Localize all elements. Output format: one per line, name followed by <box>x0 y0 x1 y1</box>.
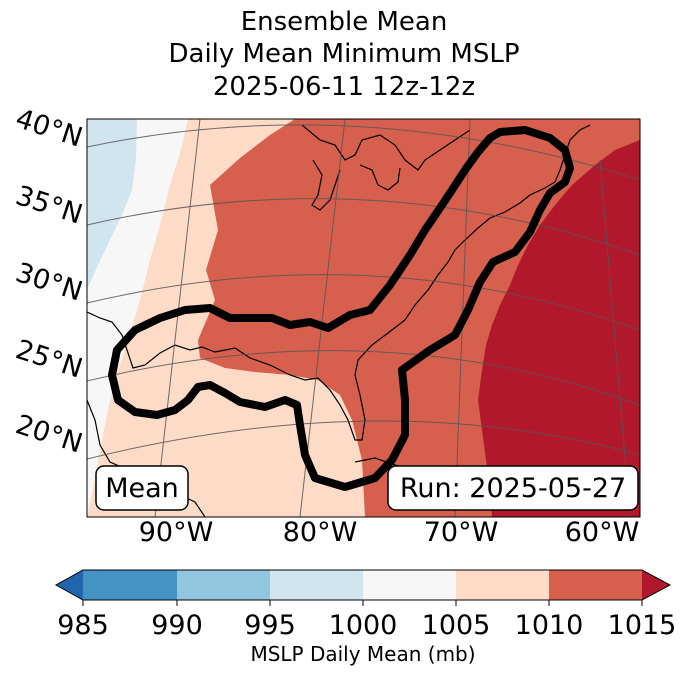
longitude-labels: 90°W 80°W 70°W 60°W <box>139 517 640 548</box>
lat-label: 40°N <box>12 103 86 154</box>
colorbar-label: MSLP Daily Mean (mb) <box>250 642 475 666</box>
left-label-box: Mean <box>95 465 189 511</box>
colorbar-extension-min <box>56 570 83 600</box>
colorbar-tick-label: 990 <box>151 610 203 641</box>
region-1000-1005 <box>87 119 188 517</box>
lon-label: 60°W <box>565 517 640 548</box>
title-line-3: 2025-06-11 12z-12z <box>212 72 476 102</box>
colorbar-tick-label: 1005 <box>422 610 491 641</box>
lat-label: 35°N <box>12 180 86 231</box>
lat-label: 25°N <box>12 334 86 385</box>
left-label-text: Mean <box>105 473 179 504</box>
region-995-1000 <box>87 119 137 290</box>
map-panel: Mean Run: 2025-05-27 <box>87 119 640 517</box>
colorbar-ticks <box>82 600 643 606</box>
colorbar-segment <box>177 570 270 600</box>
colorbar-extension-max <box>642 570 670 600</box>
run-label-box: Run: 2025-05-27 <box>387 465 639 511</box>
lon-label: 90°W <box>139 517 214 548</box>
region-outline <box>108 126 574 491</box>
colorbar-segment <box>83 570 177 600</box>
colorbar-tick-label: 985 <box>57 610 109 641</box>
lat-label: 20°N <box>12 409 86 460</box>
title-line-1: Ensemble Mean <box>240 7 448 37</box>
lon-label: 80°W <box>283 517 358 548</box>
colorbar-segment <box>270 570 363 600</box>
title-line-2: Daily Mean Minimum MSLP <box>168 39 520 69</box>
map-frame <box>86 118 641 518</box>
region-1015-plus <box>478 140 640 517</box>
colorbar-tick-label: 995 <box>244 610 296 641</box>
colorbar-segment <box>456 570 549 600</box>
lon-label: 70°W <box>424 517 499 548</box>
lat-label: 30°N <box>12 257 86 308</box>
colorbar-segment <box>549 570 642 600</box>
colorbar-tick-label: 1010 <box>515 610 584 641</box>
latitude-labels: 40°N 35°N 30°N 25°N 20°N <box>12 103 86 460</box>
run-label-text: Run: 2025-05-27 <box>400 473 626 504</box>
colorbar: 985 990 995 1000 1005 1010 1015 MSLP Dai… <box>54 569 677 666</box>
colorbar-tick-label: 1015 <box>608 610 677 641</box>
colorbar-tick-label: 1000 <box>329 610 398 641</box>
colorbar-segment <box>363 570 456 600</box>
